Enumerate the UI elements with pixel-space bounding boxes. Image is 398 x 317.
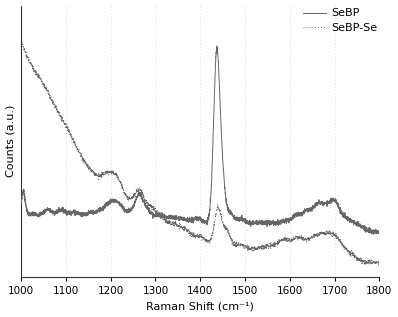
SeBP — [81, 214, 86, 218]
Line: SeBP-Se: SeBP-Se — [21, 39, 379, 265]
SeBP — [332, 197, 336, 200]
SeBP-Se — [172, 220, 176, 224]
Legend: SeBP, SeBP-Se: SeBP, SeBP-Se — [303, 8, 377, 33]
SeBP — [156, 213, 161, 217]
SeBP — [172, 214, 176, 218]
SeBP-Se — [370, 261, 375, 265]
SeBP-Se — [156, 212, 161, 216]
Y-axis label: Counts (a.u.): Counts (a.u.) — [6, 105, 16, 178]
SeBP — [60, 210, 64, 213]
SeBP-Se — [81, 159, 86, 163]
SeBP-Se — [363, 263, 368, 267]
SeBP — [371, 232, 376, 236]
SeBP-Se — [19, 37, 23, 41]
SeBP-Se — [331, 235, 336, 239]
SeBP — [19, 199, 23, 203]
SeBP — [377, 230, 382, 234]
SeBP-Se — [60, 118, 64, 121]
SeBP-Se — [377, 259, 382, 262]
X-axis label: Raman Shift (cm⁻¹): Raman Shift (cm⁻¹) — [146, 301, 254, 311]
SeBP — [215, 44, 219, 48]
Line: SeBP: SeBP — [21, 46, 379, 234]
SeBP — [370, 228, 375, 232]
